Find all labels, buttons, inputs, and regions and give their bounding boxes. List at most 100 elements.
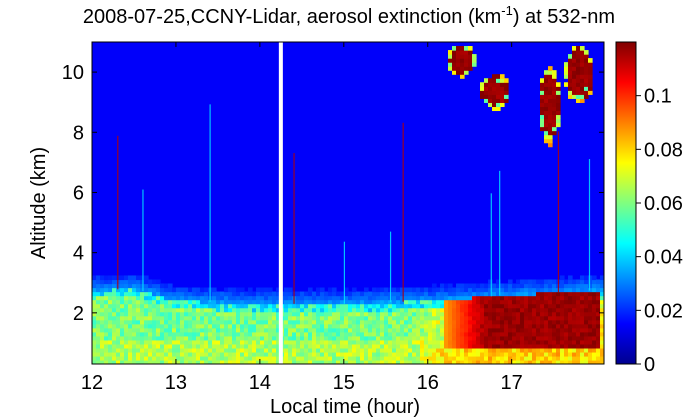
heatmap-cell: [412, 339, 417, 345]
heatmap-cell: [236, 355, 241, 361]
heatmap-cell: [476, 335, 481, 341]
heatmap-cell: [228, 307, 233, 313]
heatmap-cell: [192, 327, 197, 333]
heatmap-cell: [236, 315, 241, 321]
heatmap-cell: [124, 291, 129, 297]
heatmap-cell: [568, 311, 573, 317]
heatmap-cell: [104, 343, 109, 349]
heatmap-cell: [152, 323, 157, 329]
heatmap-cell: [100, 295, 105, 301]
heatmap-cell: [588, 90, 593, 95]
heatmap-cell: [244, 327, 249, 333]
heatmap-cell: [128, 291, 133, 297]
heatmap-cell: [212, 351, 217, 357]
heatmap-cell: [392, 299, 397, 305]
heatmap-cell: [440, 347, 445, 353]
heatmap-cell: [480, 343, 485, 349]
heatmap-cell: [556, 359, 561, 364]
heatmap-cell: [576, 311, 581, 317]
heatmap-cell: [484, 307, 489, 313]
heatmap-cell: [584, 86, 589, 91]
heatmap-cell: [436, 331, 441, 337]
heatmap-cell: [152, 299, 157, 305]
heatmap-cell: [116, 295, 121, 301]
heatmap-cell: [572, 319, 577, 325]
heatmap-cell: [444, 355, 449, 361]
heatmap-cell: [292, 335, 297, 341]
heatmap-cell: [172, 355, 177, 361]
heatmap-cell: [464, 323, 469, 329]
heatmap-cell: [216, 319, 221, 325]
heatmap-cell: [152, 311, 157, 317]
heatmap-cell: [292, 327, 297, 333]
heatmap-cell: [132, 299, 137, 305]
heatmap-cell: [192, 307, 197, 313]
heatmap-cell: [308, 319, 313, 325]
heatmap-cell: [564, 347, 569, 353]
heatmap-cell: [332, 347, 337, 353]
heatmap-cell: [256, 335, 261, 341]
heatmap-cell: [152, 359, 157, 364]
heatmap-cell: [144, 307, 149, 313]
heatmap-cell: [552, 279, 557, 285]
heatmap-cell: [412, 327, 417, 333]
heatmap-cell: [308, 295, 313, 301]
heatmap-cell: [364, 319, 369, 325]
heatmap-cell: [508, 335, 513, 341]
heatmap-cell: [496, 295, 501, 301]
heatmap-cell: [536, 359, 541, 364]
heatmap-cell: [568, 54, 573, 59]
heatmap-cell: [480, 86, 485, 91]
heatmap-cell: [136, 351, 141, 357]
heatmap-cell: [584, 343, 589, 349]
heatmap-cell: [504, 339, 509, 345]
heatmap-cell: [216, 327, 221, 333]
heatmap-cell: [472, 58, 477, 63]
heatmap-cell: [540, 319, 545, 325]
heatmap-cell: [276, 303, 281, 309]
heatmap-cell: [516, 315, 521, 321]
heatmap-cell: [236, 287, 241, 293]
heatmap-cell: [380, 359, 385, 364]
heatmap-cell: [224, 323, 229, 329]
heatmap-cell: [448, 347, 453, 353]
heatmap-cell: [272, 311, 277, 317]
heatmap-cell: [344, 339, 349, 345]
heatmap-cell: [516, 319, 521, 325]
heatmap-cell: [312, 299, 317, 305]
heatmap-cell: [444, 331, 449, 337]
heatmap-cell: [112, 279, 117, 285]
heatmap-cell: [132, 307, 137, 313]
heatmap-cell: [244, 347, 249, 353]
heatmap-cell: [380, 339, 385, 345]
heatmap-cell: [92, 283, 97, 289]
heatmap-cell: [504, 335, 509, 341]
heatmap-cell: [452, 46, 457, 51]
heatmap-cell: [324, 303, 329, 309]
heatmap-cell: [140, 323, 145, 329]
heatmap-cell: [108, 323, 113, 329]
heatmap-cell: [216, 315, 221, 321]
heatmap-cell: [444, 327, 449, 333]
heatmap-cell: [144, 283, 149, 289]
heatmap-streak: [499, 170, 501, 296]
heatmap-cell: [488, 315, 493, 321]
heatmap-cell: [104, 291, 109, 297]
heatmap-cell: [112, 287, 117, 293]
heatmap-cell: [108, 291, 113, 297]
heatmap-cell: [512, 359, 517, 364]
heatmap-cell: [252, 339, 257, 345]
heatmap-cell: [420, 299, 425, 305]
heatmap-cell: [540, 299, 545, 305]
heatmap-cell: [272, 351, 277, 357]
heatmap-cell: [256, 291, 261, 297]
heatmap-cell: [496, 94, 501, 99]
heatmap-cell: [224, 331, 229, 337]
heatmap-cell: [588, 78, 593, 83]
heatmap-cell: [196, 343, 201, 349]
heatmap-cell: [488, 303, 493, 309]
heatmap-cell: [188, 311, 193, 317]
heatmap-cell: [592, 299, 597, 305]
heatmap-cell: [496, 283, 501, 289]
heatmap-cell: [572, 323, 577, 329]
